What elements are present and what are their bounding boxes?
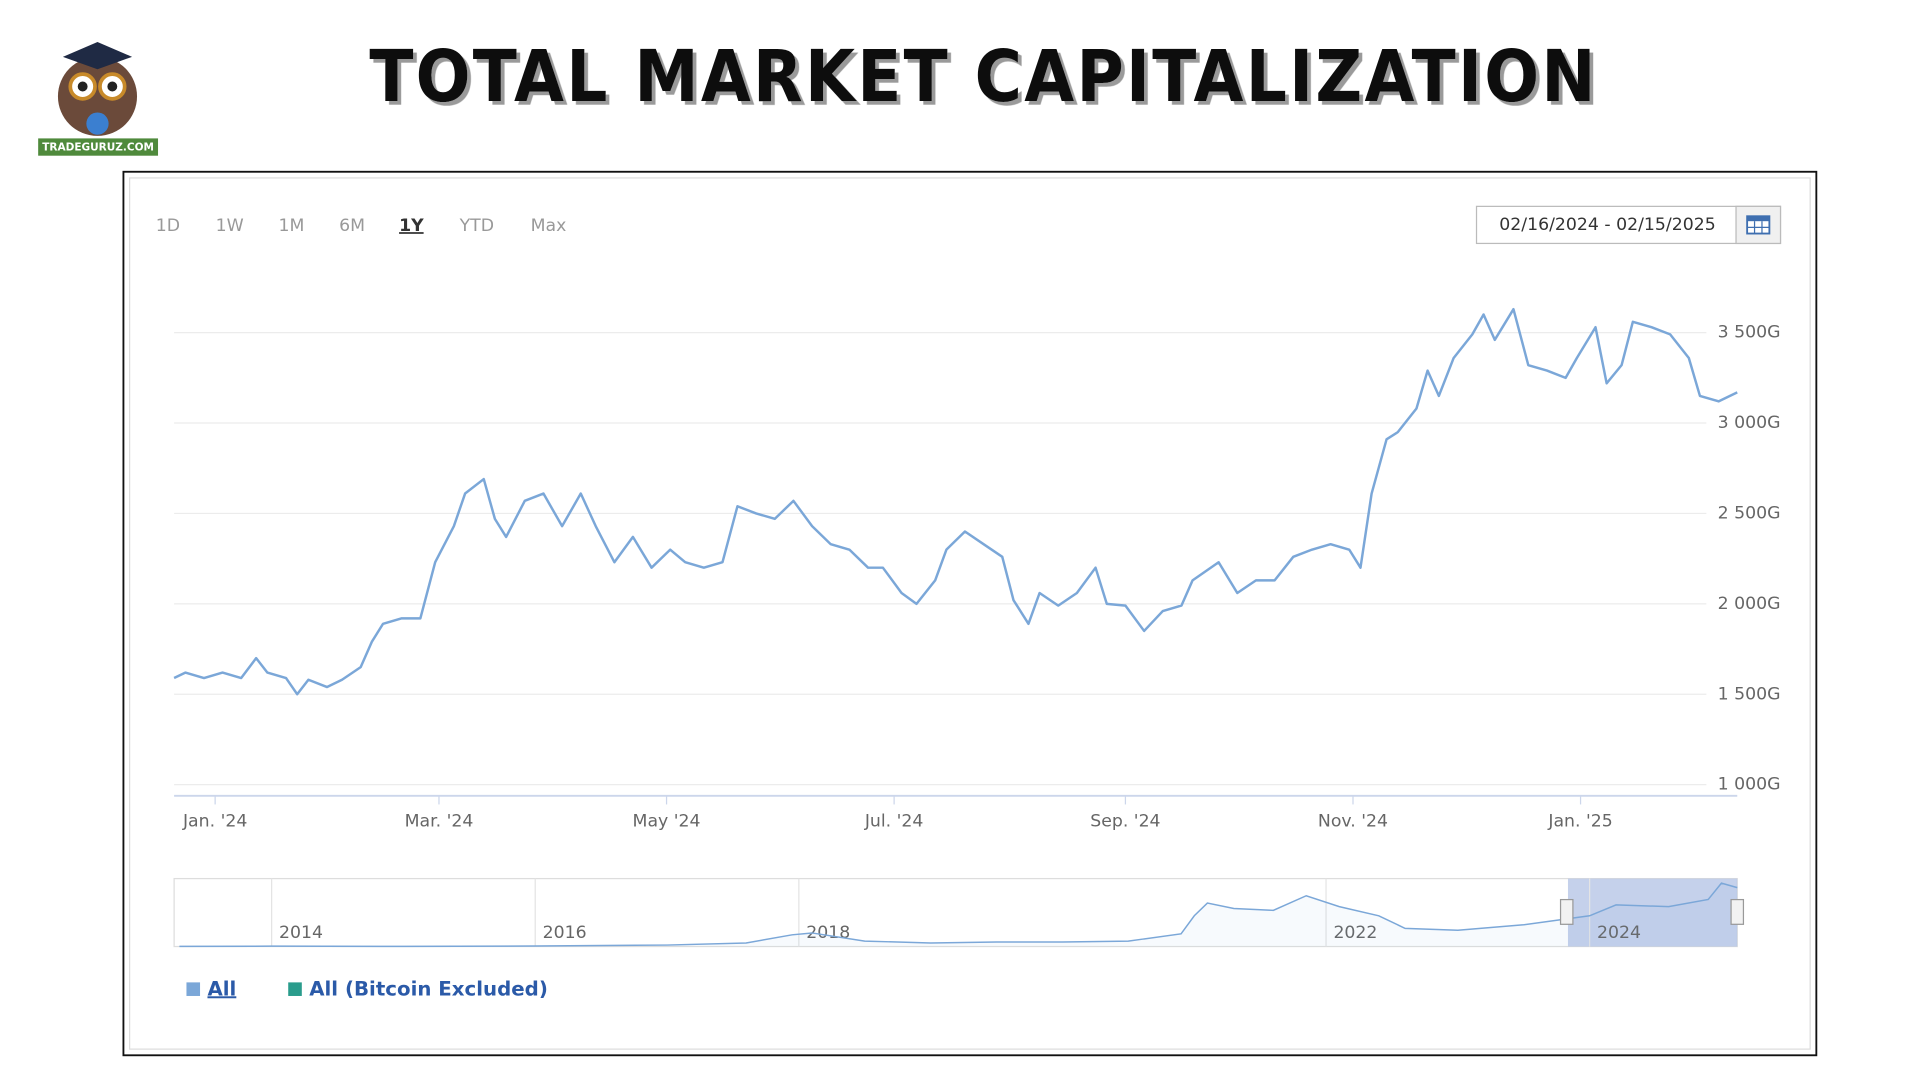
navigator-line bbox=[179, 882, 1738, 948]
range-button[interactable]: 1W bbox=[216, 216, 244, 236]
y-tick-label: 2 000G bbox=[1718, 594, 1781, 614]
navigator-tick-label: 2024 bbox=[1597, 923, 1641, 943]
inner-frame bbox=[128, 177, 1811, 1050]
navigator-tick-label: 2016 bbox=[543, 923, 587, 943]
x-tick-label: Sep. '24 bbox=[1090, 812, 1160, 832]
legend: All All (Bitcoin Excluded) bbox=[186, 977, 548, 1000]
y-tick-label: 3 500G bbox=[1718, 323, 1781, 343]
legend-label[interactable]: All (Bitcoin Excluded) bbox=[309, 977, 548, 1000]
navigator-tick-label: 2018 bbox=[806, 923, 850, 943]
y-tick-label: 3 000G bbox=[1718, 413, 1781, 433]
brand: TRADEGURUZ.COM bbox=[42, 142, 154, 154]
x-tick-label: Nov. '24 bbox=[1318, 812, 1388, 832]
logo: TRADEGURUZ.COM bbox=[38, 42, 159, 156]
y-tick-label: 2 500G bbox=[1718, 503, 1781, 523]
navigator-tick-label: 2022 bbox=[1333, 923, 1377, 943]
data-line bbox=[173, 307, 1738, 696]
range-button[interactable]: Max bbox=[531, 216, 567, 236]
x-tick-label: Jan. '24 bbox=[182, 812, 247, 832]
date-range-box[interactable] bbox=[1475, 205, 1782, 245]
legend-swatch bbox=[288, 982, 302, 996]
navigator-area bbox=[179, 883, 1738, 947]
range-button[interactable]: 1D bbox=[156, 216, 180, 236]
chart-title: TOTAL MARKET CAPITALIZATION bbox=[369, 34, 1597, 118]
navigator-content: 2014 2016 2018 2022 2024 bbox=[179, 878, 1738, 948]
range-button[interactable]: YTD bbox=[459, 216, 494, 236]
x-tick-label: Jan. '25 bbox=[1547, 812, 1612, 832]
navigator bbox=[173, 877, 1738, 948]
x-tick-label: Mar. '24 bbox=[405, 812, 474, 832]
legend-label[interactable]: All bbox=[207, 977, 236, 1000]
navigator-handle[interactable] bbox=[1559, 898, 1574, 925]
range-button[interactable]: 1M bbox=[279, 216, 305, 236]
navigator-tick-label: 2014 bbox=[279, 923, 323, 943]
navigator-handle[interactable] bbox=[1730, 898, 1745, 925]
range-button[interactable]: 6M bbox=[339, 216, 365, 236]
y-tick-label: 1 500G bbox=[1718, 684, 1781, 704]
legend-swatch bbox=[186, 982, 201, 996]
range-button[interactable]: 1Y bbox=[399, 216, 424, 236]
y-tick-label: 1 000G bbox=[1718, 775, 1781, 795]
range-buttons: 1D 1W 1M 6M 1Y YTD Max bbox=[156, 216, 567, 236]
x-tick-label: Jul. '24 bbox=[864, 812, 924, 832]
date-range: 02/16/2024 - 02/15/2025 bbox=[1499, 215, 1715, 235]
x-tick-label: May '24 bbox=[633, 812, 701, 832]
calendar-icon bbox=[1746, 215, 1771, 235]
